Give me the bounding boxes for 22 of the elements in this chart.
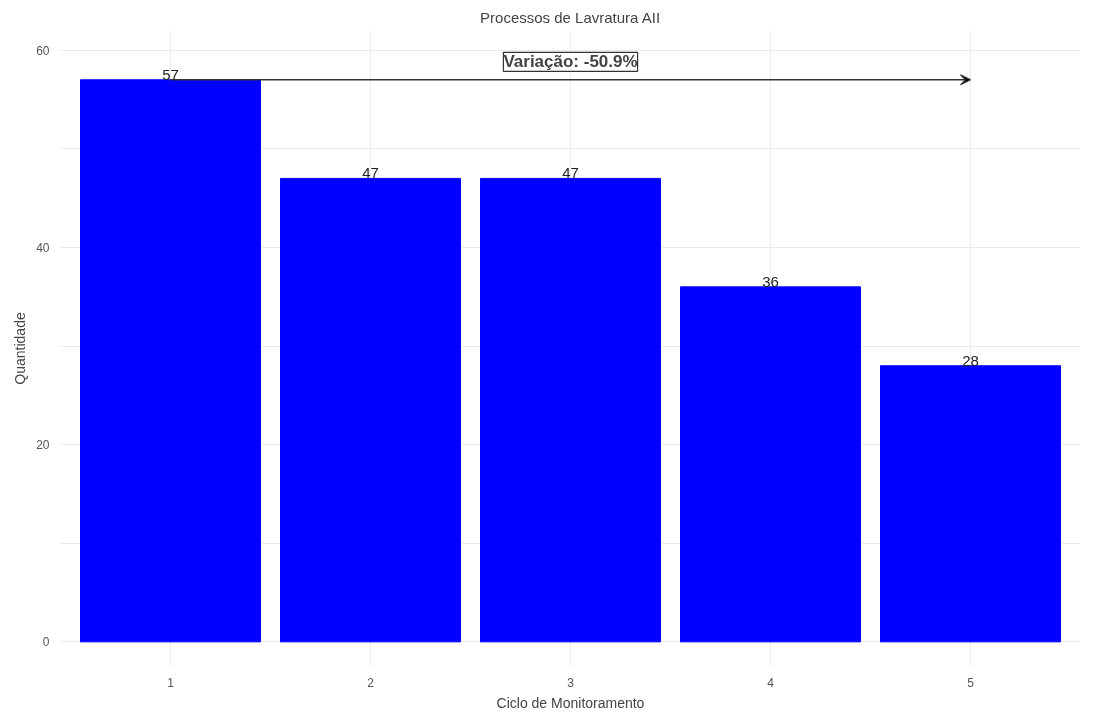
bar bbox=[680, 286, 861, 643]
data-label: 47 bbox=[362, 164, 379, 182]
x-tick-label: 3 bbox=[567, 675, 575, 690]
x-axis-title: Ciclo de Monitoramento bbox=[496, 694, 645, 711]
x-tick-label: 1 bbox=[167, 675, 175, 690]
chart-title: Processos de Lavratura AII bbox=[480, 8, 661, 26]
x-tick-label: 5 bbox=[967, 675, 975, 690]
bar bbox=[80, 79, 261, 643]
y-tick-label: 60 bbox=[36, 43, 50, 58]
y-axis-title: Quantidade bbox=[12, 312, 29, 385]
bar bbox=[880, 365, 1061, 643]
data-label: 28 bbox=[962, 351, 979, 369]
data-label: 57 bbox=[162, 65, 179, 83]
x-tick-label: 4 bbox=[767, 675, 775, 690]
data-label: 47 bbox=[562, 164, 579, 182]
bar bbox=[480, 177, 661, 643]
data-label: 36 bbox=[762, 272, 779, 290]
bar bbox=[280, 177, 461, 643]
y-tick-label: 40 bbox=[36, 240, 50, 255]
y-tick-label: 20 bbox=[36, 438, 50, 453]
y-tick-label: 0 bbox=[42, 635, 50, 650]
x-tick-label: 2 bbox=[367, 675, 375, 690]
